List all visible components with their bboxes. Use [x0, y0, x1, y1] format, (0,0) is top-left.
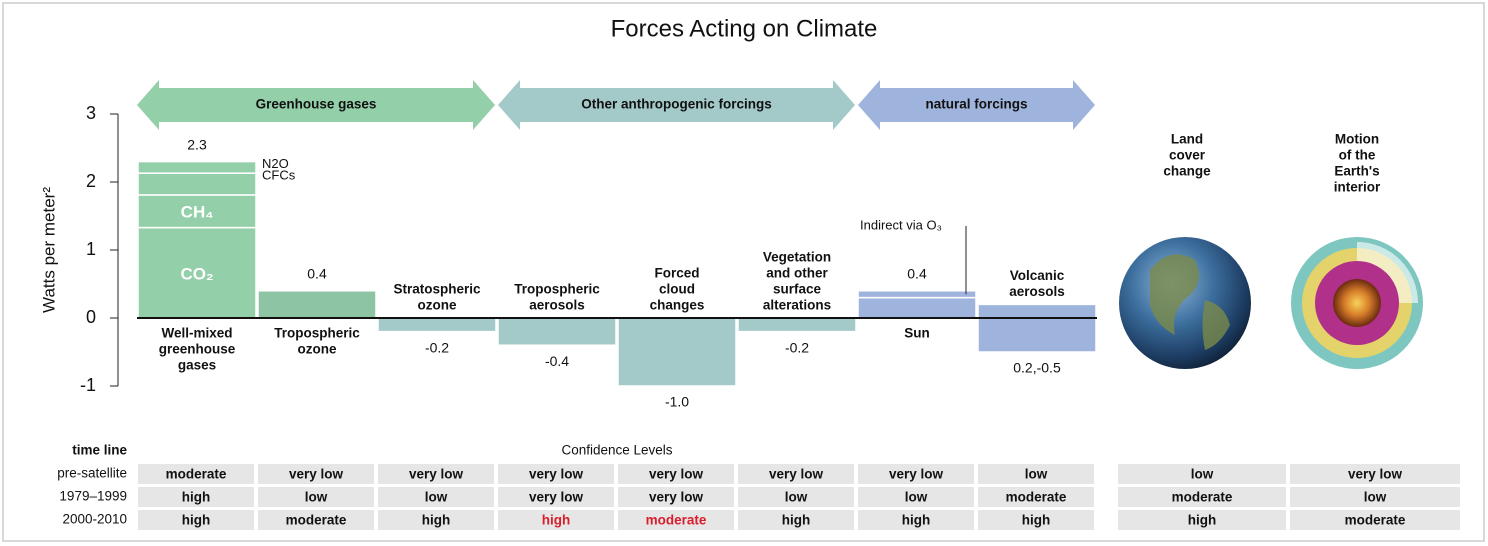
- y-tick-label: 1: [86, 239, 96, 259]
- category-label: ozone: [298, 342, 337, 357]
- category-label: and other: [766, 266, 828, 281]
- category-label: Tropospheric: [514, 282, 600, 297]
- value-label: 2.3: [187, 136, 207, 152]
- category-label: Volcanic: [1010, 268, 1065, 283]
- category-label: Tropospheric: [274, 326, 360, 341]
- table-row-label: pre-satellite: [57, 466, 127, 481]
- table-cell-text: very low: [289, 467, 344, 482]
- value-label: -0.2: [785, 339, 809, 355]
- table-cell-text: low: [1025, 467, 1048, 482]
- category-label: aerosols: [529, 298, 585, 313]
- category-label: Forced: [654, 266, 699, 281]
- table-cell-text: high: [182, 490, 211, 505]
- table-row-label: 1979–1999: [59, 489, 127, 504]
- table-cell-text: high: [782, 513, 811, 528]
- extra-label: Motion: [1335, 132, 1379, 147]
- value-label: -1.0: [665, 394, 689, 410]
- table-row-header: time line: [72, 443, 127, 458]
- y-tick-label: 3: [86, 103, 96, 123]
- table-cell-text: low: [785, 490, 808, 505]
- inner-core: [1333, 279, 1381, 327]
- extra-label: Earth's: [1334, 164, 1379, 179]
- table-cell-text: very low: [649, 490, 704, 505]
- segment-label: CO₂: [180, 264, 213, 283]
- table-cell-text: high: [902, 513, 931, 528]
- extra-label: change: [1163, 164, 1211, 179]
- table-cell-text: high: [422, 513, 451, 528]
- category-label: Well-mixed: [161, 326, 232, 341]
- value-label: 0.4: [907, 266, 927, 282]
- table-cell-text: high: [542, 513, 571, 528]
- category-label: gases: [178, 358, 216, 373]
- category-label: greenhouse: [159, 342, 236, 357]
- extra-label: interior: [1334, 180, 1381, 195]
- category-label: alterations: [763, 298, 831, 313]
- table-cell-text: very low: [409, 467, 464, 482]
- table-cell-text: low: [905, 490, 928, 505]
- y-tick-label: 2: [86, 171, 96, 191]
- value-label: 0.2,-0.5: [1013, 360, 1061, 376]
- table-cell-text: high: [182, 513, 211, 528]
- table-cell-text: very low: [649, 467, 704, 482]
- table-cell-text: high: [1022, 513, 1051, 528]
- chart-title: Forces Acting on Climate: [611, 15, 878, 42]
- segment-label: CH₄: [181, 203, 214, 222]
- table-row-label: 2000-2010: [62, 512, 127, 527]
- table-cell-text: low: [1191, 467, 1214, 482]
- table-cell-text: moderate: [1172, 490, 1233, 505]
- group-label: Greenhouse gases: [256, 97, 377, 112]
- table-cell-text: very low: [769, 467, 824, 482]
- table-cell-text: high: [1188, 513, 1217, 528]
- extra-label: cover: [1169, 148, 1206, 163]
- table-cell-text: moderate: [286, 513, 347, 528]
- category-label: changes: [650, 298, 705, 313]
- table-cell-text: moderate: [1345, 513, 1406, 528]
- y-tick-label: -1: [80, 375, 96, 395]
- table-cell-text: low: [1364, 490, 1387, 505]
- bar-segment: [978, 318, 1096, 352]
- bar-segment: [378, 318, 496, 332]
- value-label: 0.4: [307, 266, 327, 282]
- value-label: -0.4: [545, 353, 569, 369]
- category-label: surface: [773, 282, 822, 297]
- category-label: Sun: [904, 326, 930, 341]
- bar-segment: [258, 291, 376, 318]
- table-cell-text: very low: [529, 467, 584, 482]
- category-label: Stratospheric: [393, 282, 481, 297]
- bar-segment: [978, 304, 1096, 318]
- table-cell-text: very low: [889, 467, 944, 482]
- table-cell-text: moderate: [166, 467, 227, 482]
- table-cell-text: moderate: [646, 513, 707, 528]
- extra-label: of the: [1339, 148, 1376, 163]
- bar-segment: [858, 298, 976, 318]
- bar-segment: [858, 291, 976, 298]
- bar-segment: [498, 318, 616, 345]
- category-label: ozone: [418, 298, 457, 313]
- bar-segment: [738, 318, 856, 332]
- category-label: cloud: [659, 282, 695, 297]
- group-label: natural forcings: [925, 97, 1027, 112]
- callout-label: Indirect via O₃: [860, 217, 942, 232]
- extra-label: Land: [1171, 132, 1203, 147]
- infographic: Forces Acting on Climate Watts per meter…: [0, 0, 1488, 546]
- bar-segment: [138, 162, 256, 174]
- table-cell-text: very low: [529, 490, 584, 505]
- table-cell-text: low: [305, 490, 328, 505]
- table-cell-text: low: [425, 490, 448, 505]
- bar-segment: [618, 318, 736, 386]
- segment-label: N2O: [262, 156, 289, 171]
- y-axis-label: Watts per meter²: [39, 187, 58, 313]
- value-label: -0.2: [425, 339, 449, 355]
- table-title: Confidence Levels: [561, 443, 672, 458]
- table-cell-text: moderate: [1006, 490, 1067, 505]
- category-label: aerosols: [1009, 284, 1065, 299]
- y-tick-label: 0: [86, 307, 96, 327]
- table-cell-text: very low: [1348, 467, 1403, 482]
- bar-segment: [138, 173, 256, 195]
- category-label: Vegetation: [763, 250, 831, 265]
- group-label: Other anthropogenic forcings: [581, 97, 772, 112]
